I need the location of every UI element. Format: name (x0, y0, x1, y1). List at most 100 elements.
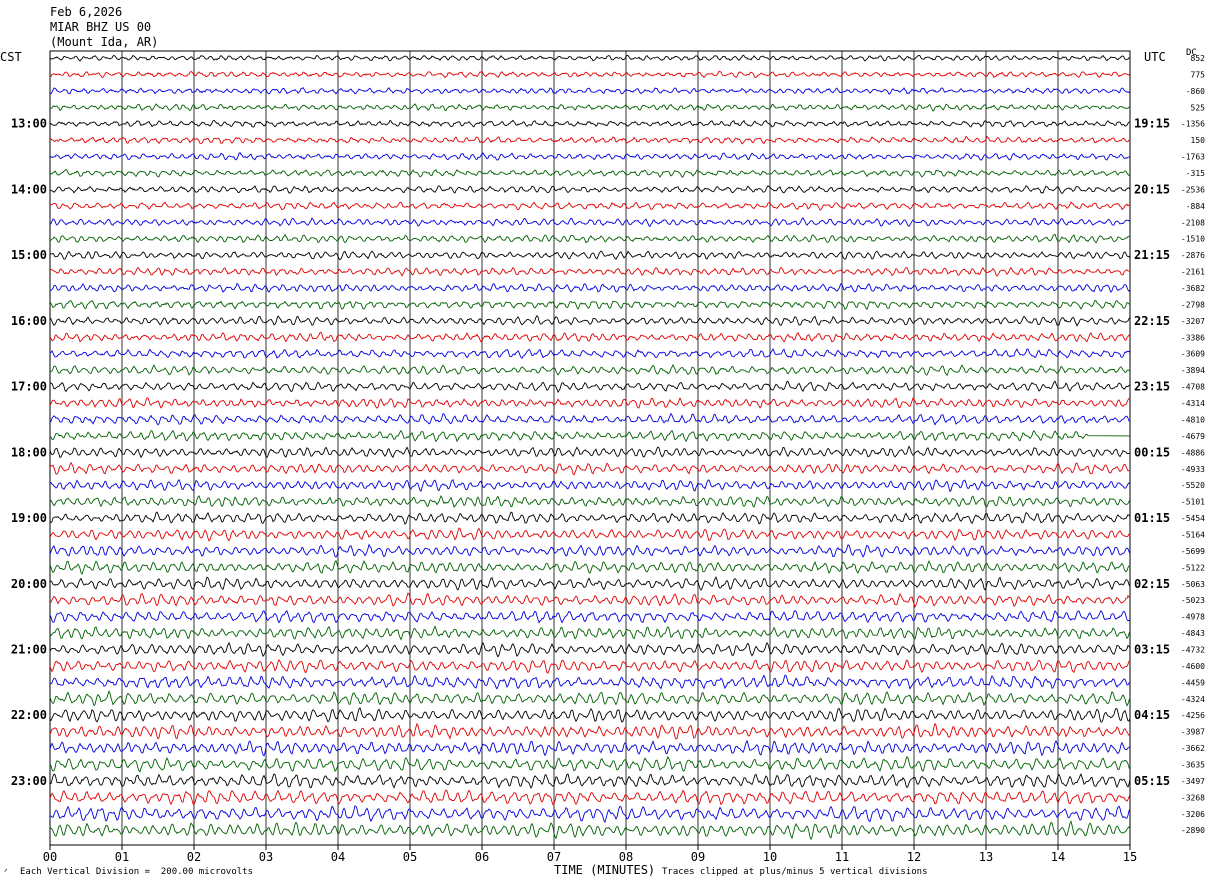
cst-hour-label: 23:00 (11, 774, 47, 788)
trace-line (49, 233, 1131, 244)
trace-line (49, 461, 1131, 476)
axis-labels: 00 01 02 03 04 05 06 07 08 09 10 11 12 13 14 15 852 775 -8… (11, 54, 1205, 864)
utc-hour-label: 05:15 (1134, 774, 1170, 788)
utc-hour-label: 04:15 (1134, 708, 1170, 722)
trace-line (50, 478, 1131, 493)
dc-offset-label: -3987 (1181, 728, 1205, 737)
dc-offset-label: -4978 (1181, 613, 1205, 622)
dc-offset-label: -3682 (1181, 284, 1205, 293)
trace-line (50, 184, 1131, 194)
trace-line (49, 592, 1131, 609)
trace-line (49, 575, 1131, 591)
dc-offset-label: -3497 (1181, 777, 1205, 786)
dc-offset-label: -4708 (1181, 383, 1205, 392)
dc-offset-label: -3662 (1181, 744, 1205, 753)
cst-hour-label: 19:00 (11, 511, 47, 525)
trace-line (49, 820, 1131, 841)
x-tick-label: 13 (979, 850, 993, 864)
cst-hour-label: 18:00 (11, 445, 47, 459)
dc-offset-label: -5454 (1181, 514, 1205, 523)
x-tick-label: 14 (1051, 850, 1065, 864)
trace-line (49, 348, 1131, 360)
dc-offset-label: -4810 (1181, 415, 1205, 424)
utc-hour-label: 20:15 (1134, 182, 1170, 196)
corner-mark: ᐟ (4, 868, 8, 878)
trace-line (49, 397, 1131, 409)
utc-hour-label: 02:15 (1134, 577, 1170, 591)
trace-line (49, 559, 1131, 575)
dc-label: DC (1186, 48, 1197, 58)
dc-offset-label: -4256 (1181, 711, 1205, 720)
dc-offset-label: -5101 (1181, 498, 1205, 507)
trace-line (49, 772, 1131, 789)
dc-offset-label: -4459 (1181, 678, 1205, 687)
record-date: Feb 6,2026 (50, 5, 123, 19)
dc-offset-label: -5699 (1181, 547, 1205, 556)
x-tick-label: 10 (763, 850, 777, 864)
dc-offset-label: -5164 (1181, 530, 1205, 539)
trace-line (49, 429, 1131, 443)
utc-hour-label: 19:15 (1134, 117, 1170, 131)
vertical-scale-note: Each Vertical Division = 200.00 microvol… (20, 867, 253, 877)
dc-offset-label: -4843 (1181, 629, 1205, 638)
trace-line (49, 609, 1131, 624)
dc-offset-label: -1763 (1181, 153, 1205, 162)
dc-offset-label: -2161 (1181, 268, 1205, 277)
x-tick-label: 09 (691, 850, 705, 864)
trace-line (49, 282, 1131, 293)
dc-offset-label: -3268 (1181, 793, 1205, 802)
dc-offset-label: -4886 (1181, 448, 1205, 457)
trace-line (49, 739, 1131, 757)
dc-offset-label: -3894 (1181, 366, 1205, 375)
trace-line (49, 690, 1131, 707)
x-tick-label: 02 (187, 850, 201, 864)
time-grid (49, 50, 1131, 850)
dc-offset-label: 852 (1191, 54, 1206, 63)
trace-line (49, 707, 1131, 723)
left-timezone: CST (0, 50, 22, 64)
trace-line (49, 331, 1131, 343)
right-timezone: UTC (1144, 50, 1166, 64)
x-tick-label: 15 (1123, 850, 1137, 864)
trace-line (49, 494, 1131, 508)
trace-line (49, 266, 1131, 277)
trace-line (49, 201, 1131, 211)
dc-offset-label: -3206 (1181, 810, 1205, 819)
dc-offset-label: 525 (1191, 103, 1206, 112)
trace-line (49, 135, 1131, 145)
trace-line (49, 805, 1131, 824)
dc-offset-label: -3207 (1181, 317, 1205, 326)
dc-offset-label: -3386 (1181, 333, 1205, 342)
dc-offset-label: -4324 (1181, 695, 1205, 704)
station-code: MIAR BHZ US 00 (50, 20, 152, 34)
utc-hour-label: 03:15 (1134, 642, 1170, 656)
trace-line (49, 250, 1131, 261)
trace-line (49, 87, 1131, 95)
x-tick-label: 12 (907, 850, 921, 864)
x-tick-label: 06 (475, 850, 489, 864)
trace-line (49, 674, 1131, 690)
utc-hour-label: 00:15 (1134, 445, 1170, 459)
trace-line (49, 527, 1131, 542)
trace-line (49, 217, 1131, 228)
dc-offset-label: -4600 (1181, 662, 1205, 671)
trace-line (49, 789, 1131, 806)
seismic-traces (49, 54, 1131, 841)
x-tick-label: 00 (43, 850, 57, 864)
dc-offset-label: -2876 (1181, 251, 1205, 260)
trace-line (49, 151, 1131, 161)
dc-offset-label: -3635 (1181, 760, 1205, 769)
trace-line (49, 103, 1131, 112)
trace-line (49, 54, 1131, 62)
cst-hour-label: 16:00 (11, 314, 47, 328)
trace-line (49, 641, 1131, 658)
trace-line (49, 380, 1131, 394)
dc-offset-label: -4732 (1181, 645, 1205, 654)
cst-hour-label: 15:00 (11, 248, 47, 262)
x-axis-title: TIME (MINUTES) (554, 863, 656, 877)
dc-offset-label: -860 (1186, 87, 1205, 96)
dc-offset-label: -3609 (1181, 350, 1205, 359)
dc-offset-label: -5063 (1181, 580, 1205, 589)
x-tick-label: 01 (115, 850, 129, 864)
dc-offset-label: -884 (1186, 202, 1205, 211)
